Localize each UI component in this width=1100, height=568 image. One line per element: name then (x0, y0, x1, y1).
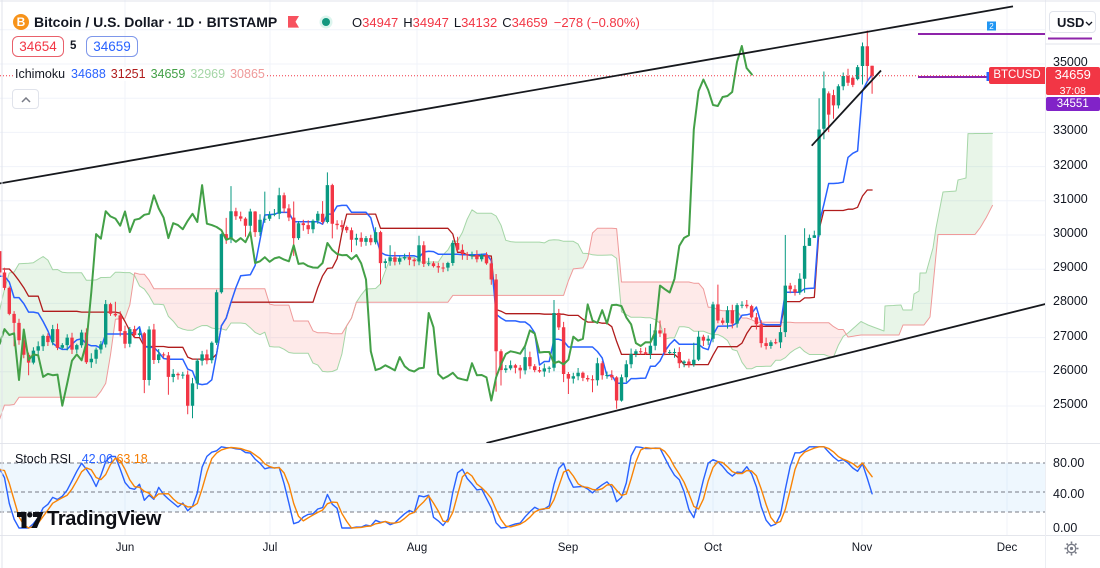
svg-text:2: 2 (989, 22, 994, 31)
